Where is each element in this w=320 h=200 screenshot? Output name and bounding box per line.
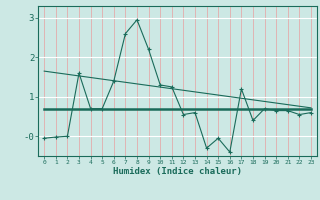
X-axis label: Humidex (Indice chaleur): Humidex (Indice chaleur)	[113, 167, 242, 176]
